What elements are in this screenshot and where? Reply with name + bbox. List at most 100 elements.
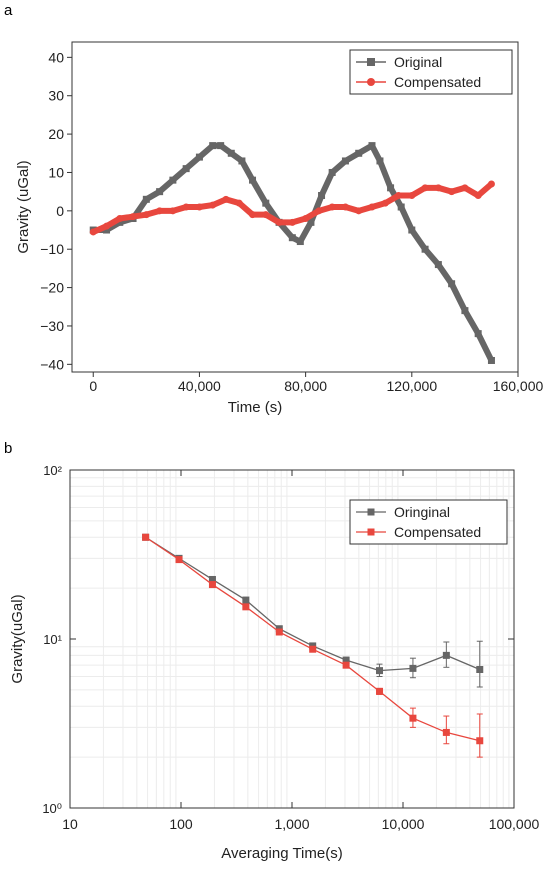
panel-a-data-point [209,201,217,209]
panel-a-data-point [448,188,456,196]
panel-a-data-point [307,218,315,226]
panel-a-data-point [474,191,482,199]
panel-a-data-point [368,203,376,211]
panel-a-legend-entry: Compensated [394,74,481,90]
panel-a-xtick-label: 0 [89,378,97,394]
panel-a-data-point [448,280,456,288]
panel-a-data-point [408,191,416,199]
panel-b-data-point [409,714,417,722]
panel-a-xtick-label: 120,000 [387,378,438,394]
panel-a-data-point [156,188,164,196]
panel-a-data-point [249,176,257,184]
panel-a-ytick-label: 0 [56,203,64,219]
panel-a-data-point [397,203,405,211]
panel-a-data-point [421,245,429,253]
panel-b-xtick-label: 10 [62,816,78,832]
panel-a-data-point [249,211,257,219]
panel-b-data-point [376,687,384,695]
panel-a-data-point [474,330,482,338]
panel-b-data-point [208,575,216,583]
panel-a-data-point [288,234,296,242]
panel-a-data-point [318,191,326,199]
panel-a-data-point [116,215,124,223]
panel-a-data-point [355,207,363,215]
panel-a-data-point [328,168,336,176]
panel-a-data-point [227,149,235,157]
panel-b-xtick-label: 100 [169,816,193,832]
panel-a-legend-marker [367,78,375,86]
panel-a-data-point [355,149,363,157]
panel-a-data-point [341,157,349,165]
panel-a-data-point [381,199,389,207]
panel-a-data-point [376,157,384,165]
panel-b-data-point [175,556,183,564]
panel-a-data-point [328,203,336,211]
panel-a-legend [349,49,513,95]
panel-a-ytick-label: 10 [48,164,64,180]
panel-a-data-point [296,238,304,246]
panel-b-data-point [376,667,384,675]
panel-a-legend-marker [367,58,375,66]
panel-a-y-axis-label: Gravity (uGal) [15,160,32,253]
panel-b-data-point [442,728,450,736]
panel-b-ytick-label: 10¹ [43,632,62,647]
panel-a-legend-entry: Original [394,54,442,70]
panel-b-legend-marker [367,508,375,516]
panel-a-data-point [169,207,177,215]
panel-a-data-point [341,203,349,211]
panel-b-series-line-1 [145,536,480,742]
panel-a-x-axis-label: Time (s) [228,399,282,416]
panel-a-data-point [217,142,225,150]
panel-a-data-point [129,213,137,221]
panel-a-data-point [235,199,243,207]
panel-a-data-point [461,307,469,315]
panel-a-data-point [395,191,403,199]
panel-a-data-point [408,226,416,234]
panel-b-data-point [476,737,484,745]
panel-b-x-axis-label: Averaging Time(s) [221,845,342,862]
panel-a-data-point [262,211,270,219]
panel-b-xtick-label: 1,000 [274,816,309,832]
panel-b-data-point [442,651,450,659]
panel-a-data-point [275,218,283,226]
panel-a-data-point [387,184,395,192]
panel-a-data-point [142,211,150,219]
panel-a-data-point [169,176,177,184]
panel-a-data-point [434,261,442,269]
panel-b-legend-entry: Oringinal [394,504,450,520]
panel-b-data-point [476,665,484,673]
panel-a-data-point [288,218,296,226]
panel-a-data-point [182,165,190,173]
panel-a-data-point [368,142,376,150]
panel-a-data-point [487,356,495,364]
panel-a-ytick-label: 30 [48,88,64,104]
panel-a-ytick-label: 40 [48,49,64,65]
panel-a-data-point [302,215,310,223]
panel-a-xtick-label: 80,000 [284,378,327,394]
panel-a-data-point [103,226,111,234]
panel-b-data-point [208,581,216,589]
panel-a-data-point [461,184,469,192]
panel-a-frame [71,41,519,373]
panel-a-label: a [4,2,13,19]
panel-a-data-point [262,199,270,207]
panel-b-data-point [342,661,350,669]
panel-b-legend-marker [367,528,375,536]
panel-a-data-point [222,195,230,203]
panel-b-data-point [242,603,250,611]
panel-a-data-point [156,207,164,215]
panel-a-data-point [209,142,217,150]
panel-b-ytick-label: 10⁰ [42,801,62,816]
panel-a-data-point [142,195,150,203]
panel-a-ytick-label: −10 [40,241,64,257]
panel-b-y-axis-label: Gravity(uGal) [9,594,26,683]
panel-b-data-point [342,656,350,664]
panel-b-legend-entry: Compensated [394,524,481,540]
panel-a-data-point [434,184,442,192]
panel-a-ytick-label: −30 [40,318,64,334]
panel-a-data-point [116,218,124,226]
panel-a-ytick-label: −40 [40,356,64,372]
panel-b-data-point [142,533,150,541]
panel-a-data-point [182,203,190,211]
